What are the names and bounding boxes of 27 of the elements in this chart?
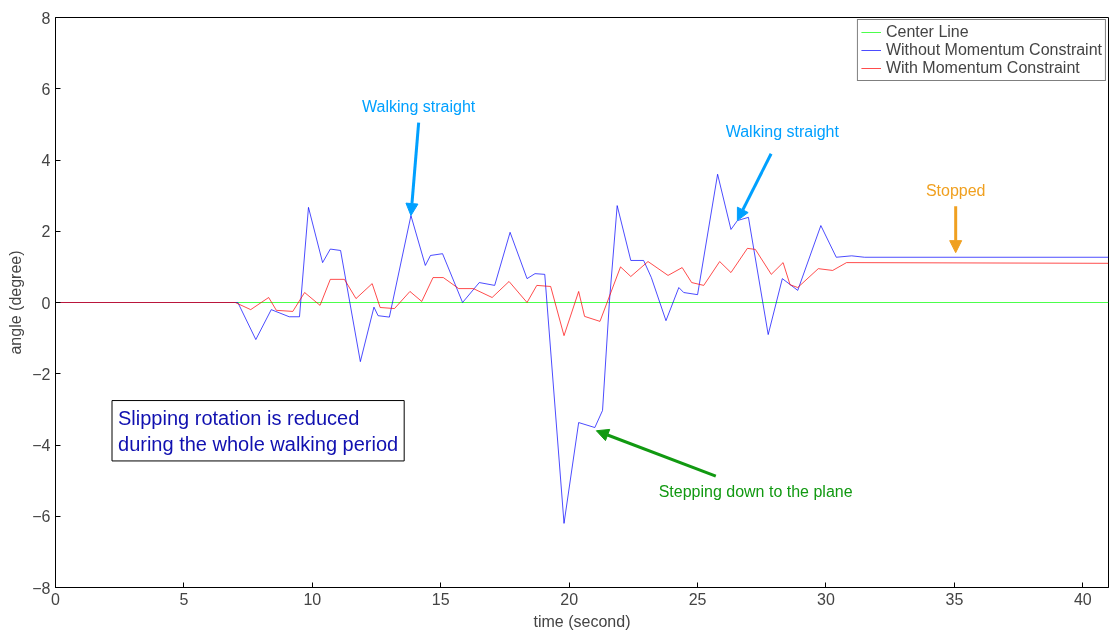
x-tick-label: 15 <box>431 590 450 608</box>
y-tick-label: 2 <box>41 223 51 241</box>
x-tick-label: 25 <box>688 590 707 608</box>
legend-label: Center Line <box>885 23 969 41</box>
y-tick-label: 8 <box>41 9 51 27</box>
x-tick-label: 5 <box>179 590 189 608</box>
y-tick-label: −2 <box>32 365 51 383</box>
x-tick-label: 35 <box>945 590 964 608</box>
x-tick-label: 40 <box>1073 590 1092 608</box>
x-tick-label: 10 <box>303 590 322 608</box>
y-tick-label: −4 <box>32 437 51 454</box>
annotation: Slipping rotation is reduced during the whole walking period <box>118 406 399 455</box>
y-axis-title: angle (degree) <box>7 250 25 355</box>
annotation: Walking straight <box>725 123 840 140</box>
x-tick-label: 20 <box>560 590 579 608</box>
x-tick-label: 30 <box>817 590 835 608</box>
x-axis-title: time (second) <box>533 612 631 630</box>
y-tick-label: −6 <box>32 508 51 526</box>
y-tick-label: 6 <box>41 80 51 98</box>
annotation: Stopped <box>925 181 986 199</box>
y-tick-label: 0 <box>41 294 51 312</box>
y-tick-label: 4 <box>41 152 51 169</box>
y-tick-label: −8 <box>32 579 51 597</box>
legend-label: With Momentum Constraint <box>885 59 1080 77</box>
annotation: Stepping down to the plane <box>658 482 853 500</box>
legend-label: Without Momentum Constraint <box>885 41 1102 59</box>
annotation: Walking straight <box>362 98 476 116</box>
